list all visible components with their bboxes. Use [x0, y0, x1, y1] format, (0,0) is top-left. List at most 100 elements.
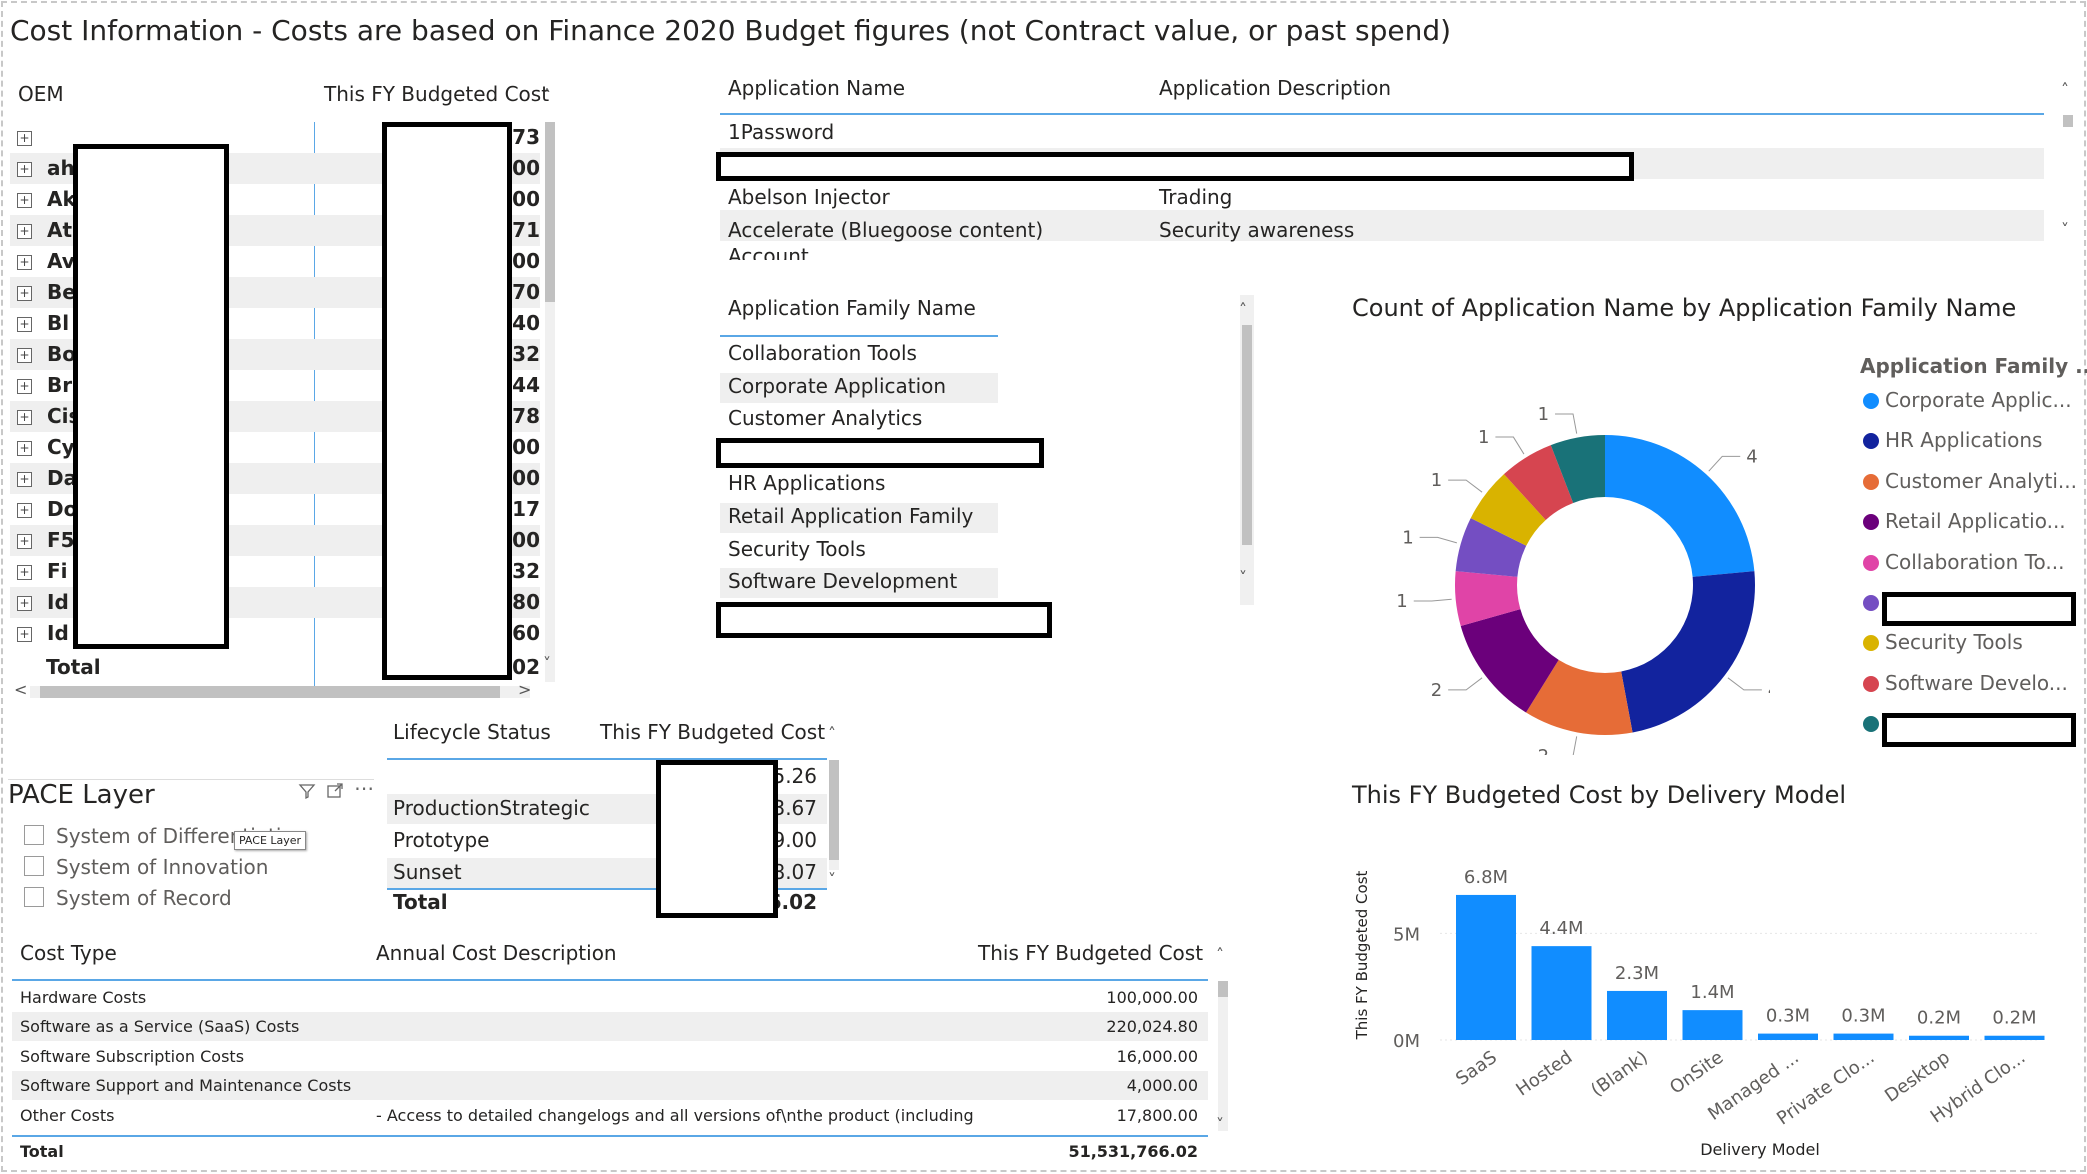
lifecycle-cost-header[interactable]: This FY Budgeted Cost: [600, 720, 826, 744]
scroll-up-icon[interactable]: ˄: [2061, 80, 2069, 99]
donut-slice[interactable]: [1526, 659, 1633, 735]
legend-item[interactable]: Software Develo...: [1885, 670, 2068, 695]
family-cell[interactable]: Software Development: [728, 569, 958, 594]
legend-dot-icon[interactable]: [1863, 473, 1879, 490]
expand-icon[interactable]: +: [17, 286, 32, 301]
option-record[interactable]: System of Record: [56, 886, 232, 910]
lifecycle-scrollbar[interactable]: [829, 760, 839, 870]
expand-icon[interactable]: +: [17, 131, 32, 146]
bar[interactable]: [1456, 894, 1516, 1040]
cost-scrollbar[interactable]: [1218, 981, 1228, 1131]
bar[interactable]: [1682, 1010, 1743, 1040]
expand-icon[interactable]: +: [17, 410, 32, 425]
legend-item[interactable]: Security Tools: [1885, 630, 2023, 655]
donut-slice[interactable]: [1605, 435, 1755, 577]
expand-icon[interactable]: +: [17, 441, 32, 456]
legend-dot-icon[interactable]: [1863, 393, 1879, 409]
scroll-right-icon[interactable]: >: [518, 680, 532, 699]
expand-icon[interactable]: +: [17, 472, 32, 487]
expand-icon[interactable]: +: [17, 348, 32, 363]
scroll-up-icon[interactable]: ˄: [1216, 945, 1224, 964]
legend-dot-icon[interactable]: [1863, 675, 1879, 692]
donut-slice[interactable]: [1455, 571, 1521, 627]
cost-desc-header[interactable]: Annual Cost Description: [376, 941, 617, 965]
cost-scroll-thumb[interactable]: [1218, 981, 1228, 997]
donut-slice[interactable]: [1503, 445, 1574, 520]
app-scroll-thumb[interactable]: [2063, 115, 2073, 127]
scroll-down-icon[interactable]: ˅: [1239, 568, 1247, 587]
expand-icon[interactable]: +: [17, 193, 32, 208]
lifecycle-status-header[interactable]: Lifecycle Status: [393, 720, 551, 744]
more-options-icon[interactable]: ⋯: [354, 776, 374, 800]
legend-dot-icon[interactable]: [1863, 433, 1879, 450]
family-header[interactable]: Application Family Name: [728, 296, 976, 320]
checkbox-innovation[interactable]: [24, 856, 44, 876]
legend-dot-icon[interactable]: [1863, 554, 1879, 571]
scroll-down-icon[interactable]: ˅: [2061, 220, 2069, 239]
app-name-header[interactable]: Application Name: [728, 76, 906, 100]
app-desc-header[interactable]: Application Description: [1159, 76, 1392, 100]
scroll-up-icon[interactable]: ˄: [543, 86, 551, 105]
oem-row[interactable]: + Fi .32: [10, 556, 540, 587]
scroll-down-icon[interactable]: ˅: [828, 870, 836, 889]
donut-slice[interactable]: [1470, 474, 1546, 546]
oem-scroll-thumb[interactable]: [545, 122, 555, 302]
family-vertical-scrollbar[interactable]: [1240, 295, 1254, 605]
donut-slice[interactable]: [1455, 518, 1527, 577]
donut-slice[interactable]: [1550, 435, 1605, 503]
checkbox-record[interactable]: [24, 887, 44, 907]
family-cell[interactable]: Corporate Application: [728, 373, 947, 398]
oem-column-header[interactable]: OEM: [18, 82, 64, 106]
expand-icon[interactable]: +: [17, 534, 32, 549]
bar[interactable]: [1758, 1033, 1818, 1040]
expand-icon[interactable]: +: [17, 565, 32, 580]
legend-item[interactable]: Retail Applicatio...: [1885, 509, 2066, 534]
checkbox-differentiation[interactable]: [24, 825, 44, 845]
bar[interactable]: [1833, 1033, 1894, 1040]
cost-type-header[interactable]: Cost Type: [20, 941, 117, 965]
bar[interactable]: [1607, 990, 1667, 1040]
filter-icon[interactable]: [298, 782, 316, 804]
expand-icon[interactable]: +: [17, 255, 32, 270]
oem-vertical-scrollbar[interactable]: [545, 122, 555, 682]
legend-dot-icon[interactable]: [1863, 514, 1879, 531]
expand-icon[interactable]: +: [17, 379, 32, 394]
expand-icon[interactable]: +: [17, 596, 32, 611]
scroll-down-icon[interactable]: ˅: [1216, 1115, 1224, 1134]
expand-icon[interactable]: +: [17, 162, 32, 177]
legend-dot-icon[interactable]: [1863, 635, 1879, 652]
family-cell[interactable]: Retail Application Family: [728, 504, 974, 528]
family-cell[interactable]: HR Applications: [728, 471, 886, 496]
scroll-down-icon[interactable]: ˅: [543, 654, 551, 673]
bar[interactable]: [1531, 946, 1592, 1040]
oem-horizontal-scrollbar[interactable]: [30, 686, 530, 698]
bar[interactable]: [1984, 1035, 2045, 1040]
bar[interactable]: [1909, 1035, 1969, 1040]
scroll-left-icon[interactable]: <: [14, 680, 28, 699]
oem-row[interactable]: + Do .17: [10, 494, 540, 525]
family-cell[interactable]: Security Tools: [728, 536, 866, 561]
legend-item[interactable]: Customer Analyti...: [1885, 468, 2077, 493]
legend-dot-icon[interactable]: [1863, 716, 1879, 733]
option-innovation[interactable]: System of Innovation: [56, 855, 269, 879]
oem-cost-column-header[interactable]: This FY Budgeted Cost: [324, 82, 550, 106]
legend-dot-icon[interactable]: [1863, 595, 1879, 611]
family-scroll-thumb[interactable]: [1242, 325, 1252, 545]
legend-item[interactable]: HR Applications: [1885, 428, 2043, 453]
oem-hscroll-thumb[interactable]: [40, 686, 500, 698]
cost-value-header[interactable]: This FY Budgeted Cost: [978, 941, 1204, 965]
scroll-up-icon[interactable]: ˄: [828, 724, 836, 743]
family-cell[interactable]: Collaboration Tools: [728, 341, 917, 365]
legend-item[interactable]: Collaboration To...: [1885, 549, 2065, 574]
scroll-up-icon[interactable]: ˄: [1239, 300, 1247, 319]
donut-slice[interactable]: [1621, 571, 1755, 733]
expand-icon[interactable]: +: [17, 503, 32, 518]
expand-icon[interactable]: +: [17, 317, 32, 332]
expand-icon[interactable]: +: [17, 224, 32, 239]
expand-icon[interactable]: +: [17, 627, 32, 642]
donut-slice[interactable]: [1460, 609, 1559, 713]
focus-mode-icon[interactable]: [326, 782, 344, 804]
family-cell[interactable]: Customer Analytics: [728, 406, 923, 431]
lifecycle-scroll-thumb[interactable]: [829, 760, 839, 860]
legend-item[interactable]: Corporate Applic...: [1885, 388, 2072, 412]
